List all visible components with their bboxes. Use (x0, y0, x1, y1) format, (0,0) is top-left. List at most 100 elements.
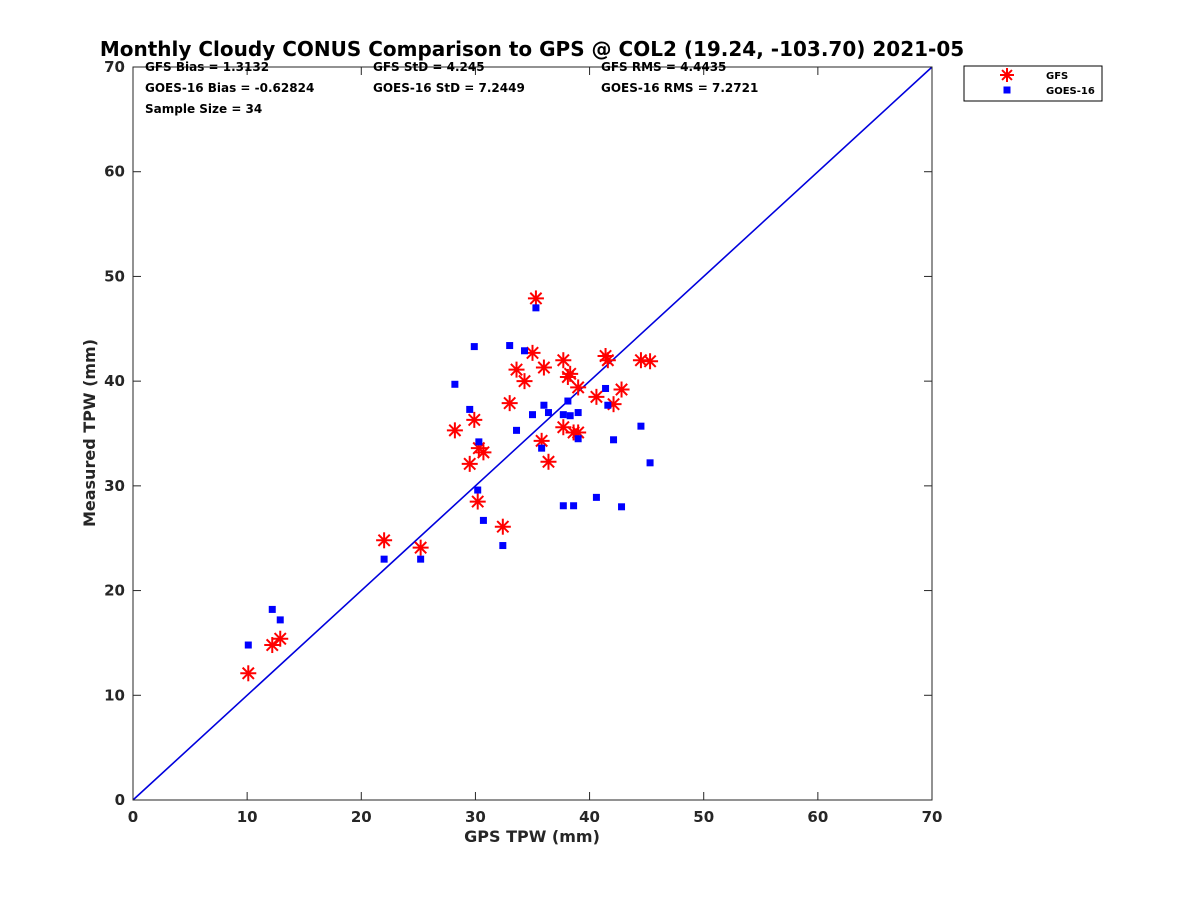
goes-point (513, 426, 521, 434)
gfs-point (469, 493, 486, 510)
x-tick-label: 40 (579, 808, 600, 826)
x-tick-label: 30 (465, 808, 486, 826)
gfs-point (508, 361, 525, 378)
gfs-point (240, 665, 257, 682)
gfs-point (524, 344, 541, 361)
x-tick-label: 50 (693, 808, 714, 826)
plot-frame (132, 66, 933, 801)
legend-gfs-marker (1000, 68, 1014, 82)
stat-goes-rms: GOES-16 RMS = 7.2721 (601, 81, 758, 95)
x-tick-label: 0 (128, 808, 138, 826)
x-tick-label: 10 (237, 808, 258, 826)
gfs-point (588, 388, 605, 405)
y-tick-label: 10 (104, 686, 125, 704)
goes-point (380, 555, 388, 563)
y-axis-ticks: 0 10 20 30 40 50 60 70 (104, 58, 932, 809)
legend-goes-icon (1003, 86, 1011, 94)
goes-point (574, 409, 582, 417)
goes-point (592, 493, 600, 501)
stat-goes-bias: GOES-16 Bias = -0.62824 (145, 81, 314, 95)
stat-gfs-rms: GFS RMS = 4.4435 (601, 60, 726, 74)
gfs-point (466, 411, 483, 428)
goes-point (618, 503, 626, 511)
y-tick-label: 60 (104, 163, 125, 181)
one-to-one-line (132, 66, 933, 801)
gfs-series (240, 290, 659, 682)
y-tick-label: 30 (104, 477, 125, 495)
goes-point (538, 444, 546, 452)
gfs-point (446, 422, 463, 439)
plot-area (132, 66, 933, 801)
legend-gfs-label: GFS (1046, 71, 1068, 82)
goes-point (417, 555, 425, 563)
stats-block: GFS Bias = 1.3132 GFS StD = 4.245 GFS RM… (145, 60, 758, 116)
goes-point (559, 411, 567, 419)
stat-sample-size: Sample Size = 34 (145, 102, 262, 116)
gfs-point (501, 395, 518, 412)
gfs-point (475, 444, 492, 461)
gfs-point (599, 352, 616, 369)
gfs-point (613, 381, 630, 398)
goes-point (276, 616, 284, 624)
gfs-point (272, 630, 289, 647)
gfs-point (540, 453, 557, 470)
x-tick-label: 60 (807, 808, 828, 826)
goes-point (521, 347, 529, 355)
goes-point (544, 409, 552, 417)
y-tick-label: 20 (104, 582, 125, 600)
gfs-point (412, 539, 429, 556)
legend-gfs-icon (1000, 68, 1014, 82)
goes-point (566, 412, 574, 420)
goes-point (604, 401, 612, 409)
gfs-point (632, 352, 649, 369)
gfs-point (570, 379, 587, 396)
x-tick-label: 20 (351, 808, 372, 826)
goes-point (466, 405, 474, 413)
legend-goes-label: GOES-16 (1046, 86, 1095, 97)
reference-line-group (132, 66, 933, 801)
y-tick-label: 40 (104, 372, 125, 390)
gfs-point (570, 424, 587, 441)
x-axis-ticks: 0 10 20 30 40 50 60 70 (128, 67, 943, 826)
stat-gfs-std: GFS StD = 4.245 (373, 60, 485, 74)
x-axis-label: GPS TPW (mm) (464, 827, 600, 846)
goes-point (570, 502, 578, 510)
goes-point (559, 502, 567, 510)
gfs-point (494, 518, 511, 535)
gfs-point (527, 290, 544, 307)
goes-point (499, 542, 507, 550)
y-axis-label: Measured TPW (mm) (80, 339, 99, 527)
goes-point (475, 438, 483, 446)
y-tick-label: 70 (104, 58, 125, 76)
goes-point (451, 380, 459, 388)
goes-point (470, 343, 478, 351)
gfs-point (535, 359, 552, 376)
x-tick-label: 70 (922, 808, 943, 826)
goes-point (637, 422, 645, 430)
legend-goes-marker (1003, 86, 1011, 94)
goes-point (574, 435, 582, 443)
y-tick-label: 50 (104, 267, 125, 285)
gfs-point (555, 352, 572, 369)
legend-box (963, 65, 1103, 102)
goes-point (646, 459, 654, 467)
goes-point (474, 486, 482, 494)
goes-point (506, 342, 514, 350)
goes-point (540, 401, 548, 409)
goes-point (244, 641, 252, 649)
goes-point (529, 411, 536, 419)
y-tick-label: 0 (115, 791, 125, 809)
gfs-point (562, 365, 579, 382)
stat-goes-std: GOES-16 StD = 7.2449 (373, 81, 525, 95)
goes-point (532, 304, 540, 312)
gfs-point (642, 353, 659, 370)
legend: GFS GOES-16 (963, 65, 1103, 102)
gfs-point (516, 373, 533, 390)
goes-series (244, 304, 654, 649)
goes-point (610, 436, 618, 444)
goes-point (268, 605, 276, 613)
goes-point (602, 384, 610, 392)
stat-gfs-bias: GFS Bias = 1.3132 (145, 60, 269, 74)
